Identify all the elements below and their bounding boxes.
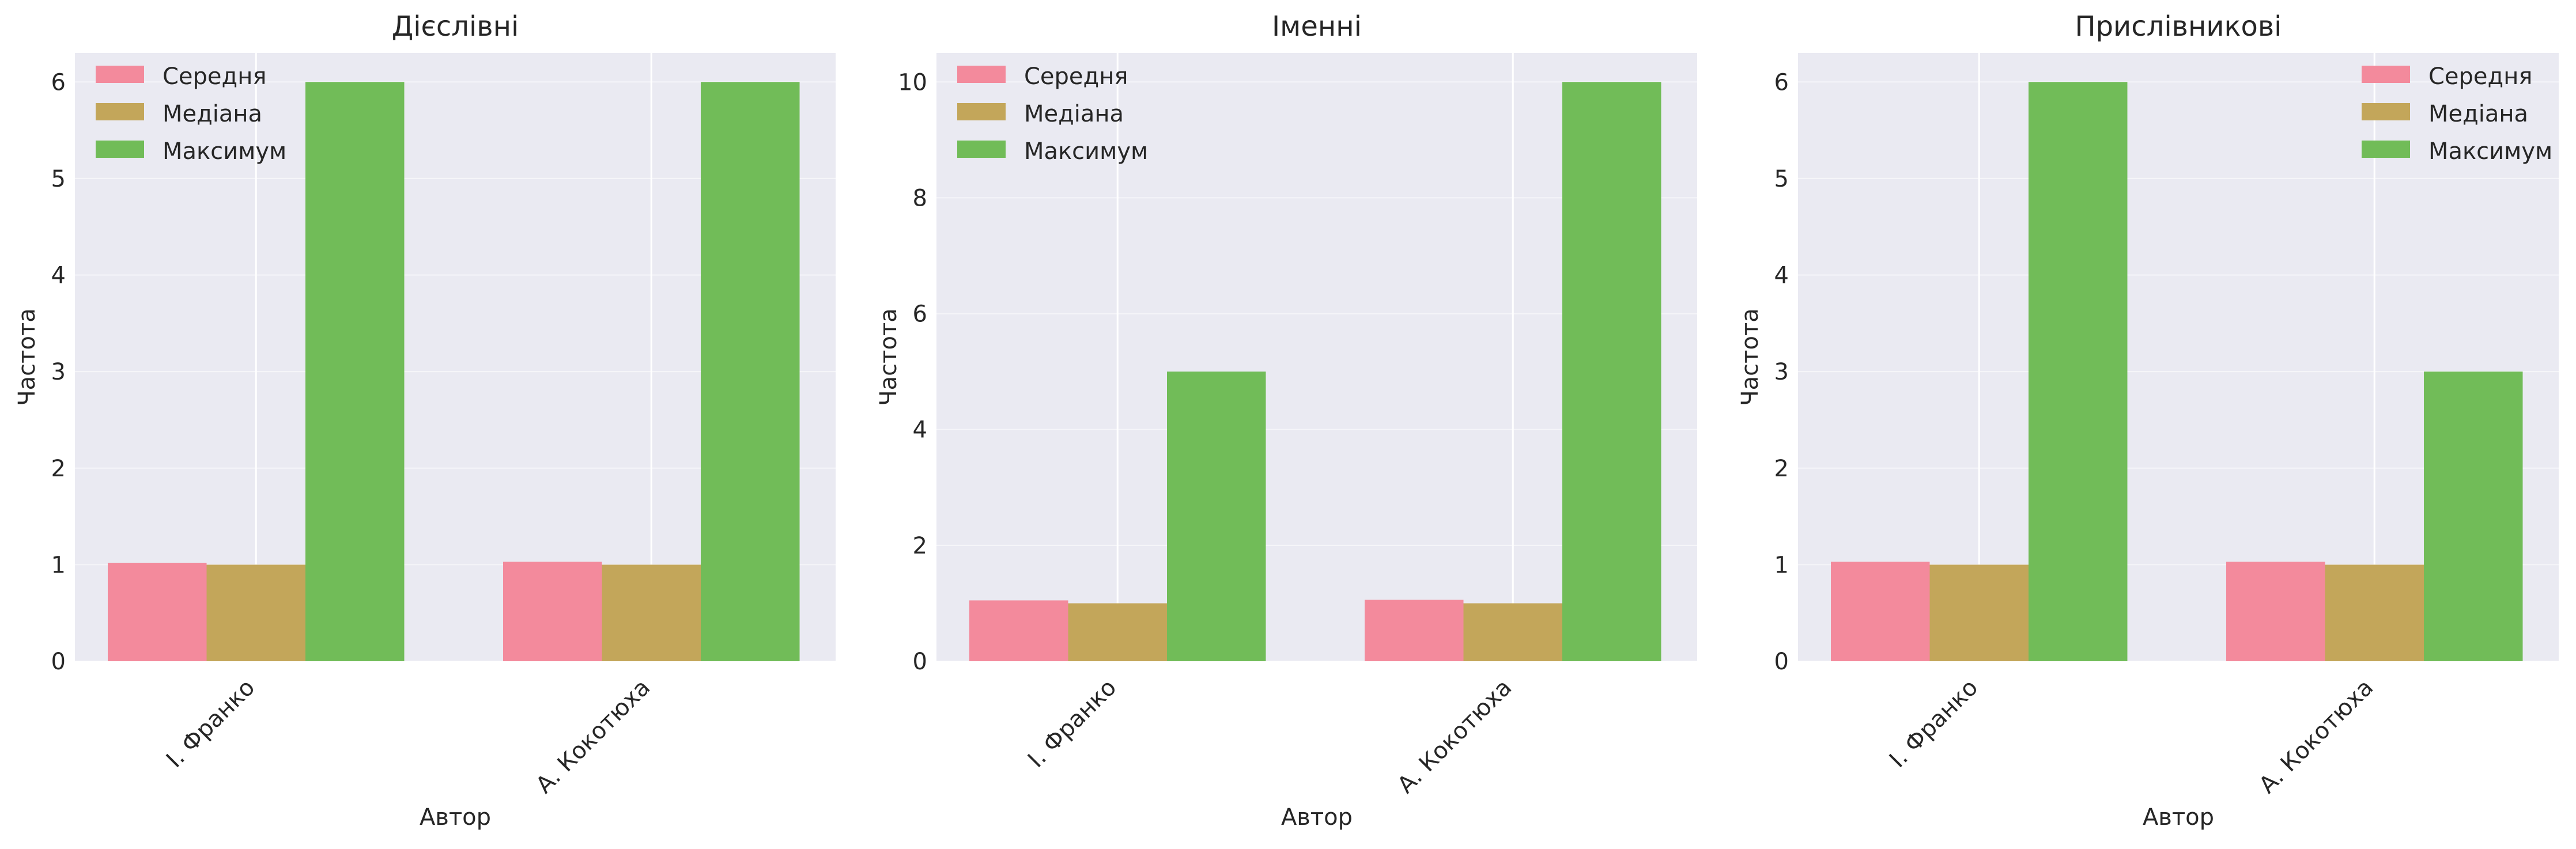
bar-1-2 <box>2226 562 2325 661</box>
legend-label: Середня <box>1024 63 1128 90</box>
bar-2-1 <box>1068 603 1167 661</box>
y-tick-label: 10 <box>898 69 927 96</box>
legend-label: Медіана <box>2428 101 2528 127</box>
legend: Середня Медіана Максимум <box>957 63 1148 165</box>
bar-1-2 <box>1365 600 1464 661</box>
legend-label: Медіана <box>1024 101 1124 127</box>
y-tick-label: 2 <box>51 456 66 482</box>
y-tick-label: 6 <box>1774 69 1789 96</box>
legend-label: Середня <box>2428 63 2532 90</box>
legend-swatch <box>96 103 144 120</box>
x-tick-label: І. Франко <box>1884 674 1983 773</box>
y-tick-label: 0 <box>1774 649 1789 675</box>
bar-1-1 <box>969 600 1068 661</box>
legend-label: Максимум <box>163 138 286 165</box>
x-axis-label: Автор <box>1281 804 1353 831</box>
x-axis-label: Автор <box>420 804 491 831</box>
y-tick-label: 1 <box>51 552 66 578</box>
legend-swatch <box>957 66 1006 83</box>
x-axis-label: Автор <box>2143 804 2214 831</box>
y-tick-label: 6 <box>51 69 66 96</box>
y-tick-label: 4 <box>51 263 66 289</box>
x-tick-label: І. Франко <box>161 674 260 773</box>
y-tick-label: 5 <box>51 166 66 192</box>
legend: Середня Медіана Максимум <box>96 63 286 165</box>
y-tick-label: 3 <box>1774 359 1789 385</box>
x-tick-label: А. Кокотюха <box>2254 674 2378 799</box>
y-tick-label: 5 <box>1774 166 1789 192</box>
bar-3-1 <box>2029 82 2128 662</box>
legend-label: Середня <box>163 63 266 90</box>
legend-swatch <box>957 103 1006 120</box>
bar-3-2 <box>2424 372 2523 661</box>
y-tick-label: 3 <box>51 359 66 385</box>
x-tick-label: І. Франко <box>1023 674 1121 773</box>
legend-label: Максимум <box>1024 138 1148 165</box>
chart-panel-1: 0 1 2 3 4 5 6 І. Франко А. Кокотюха Дієслівні Авто… <box>14 10 836 831</box>
bar-2-2 <box>602 564 701 661</box>
legend-label: Медіана <box>163 101 262 127</box>
bar-3-2 <box>1562 82 1661 662</box>
legend-swatch <box>2362 141 2410 158</box>
legend: Середня Медіана Максимум <box>2362 63 2552 165</box>
bar-2-1 <box>206 564 305 661</box>
y-tick-label: 6 <box>913 301 927 328</box>
y-tick-label: 2 <box>1774 456 1789 482</box>
y-axis-label: Частота <box>14 308 40 406</box>
chart-title: Дієслівні <box>392 10 519 43</box>
y-tick-label: 0 <box>51 649 66 675</box>
x-tick-label: А. Кокотюха <box>531 674 655 799</box>
y-axis-label: Частота <box>1737 308 1763 406</box>
bar-3-1 <box>1167 372 1266 661</box>
legend-swatch <box>96 66 144 83</box>
y-axis-label: Частота <box>875 308 902 406</box>
y-tick-label: 1 <box>1774 552 1789 578</box>
legend-swatch <box>96 141 144 158</box>
chart-panel-3: 0 1 2 3 4 5 6 І. Франко А. Кокотюха Прислівникові… <box>1737 10 2559 831</box>
y-tick-label: 4 <box>1774 263 1789 289</box>
chart-title: Прислівникові <box>2075 10 2282 43</box>
legend-label: Максимум <box>2428 138 2552 165</box>
legend-swatch <box>2362 103 2410 120</box>
y-tick-label: 0 <box>913 649 927 675</box>
chart-title: Іменні <box>1272 10 1362 43</box>
bar-1-1 <box>108 563 207 661</box>
y-tick-label: 4 <box>913 417 927 444</box>
bar-2-1 <box>1929 564 2029 661</box>
x-tick-label: А. Кокотюха <box>1392 674 1517 799</box>
legend-swatch <box>2362 66 2410 83</box>
bar-3-1 <box>305 82 405 662</box>
bar-2-2 <box>2325 564 2424 661</box>
y-tick-label: 8 <box>913 185 927 211</box>
legend-swatch <box>957 141 1006 158</box>
chart-panel-2: 0 2 4 6 8 10 І. Франко А. Кокотюха Іменні Автор Ча… <box>875 10 1697 831</box>
y-tick-label: 2 <box>913 533 927 559</box>
bar-1-2 <box>503 562 602 661</box>
bar-2-2 <box>1463 603 1562 661</box>
bar-3-2 <box>701 82 800 662</box>
bar-1-1 <box>1831 562 1930 661</box>
